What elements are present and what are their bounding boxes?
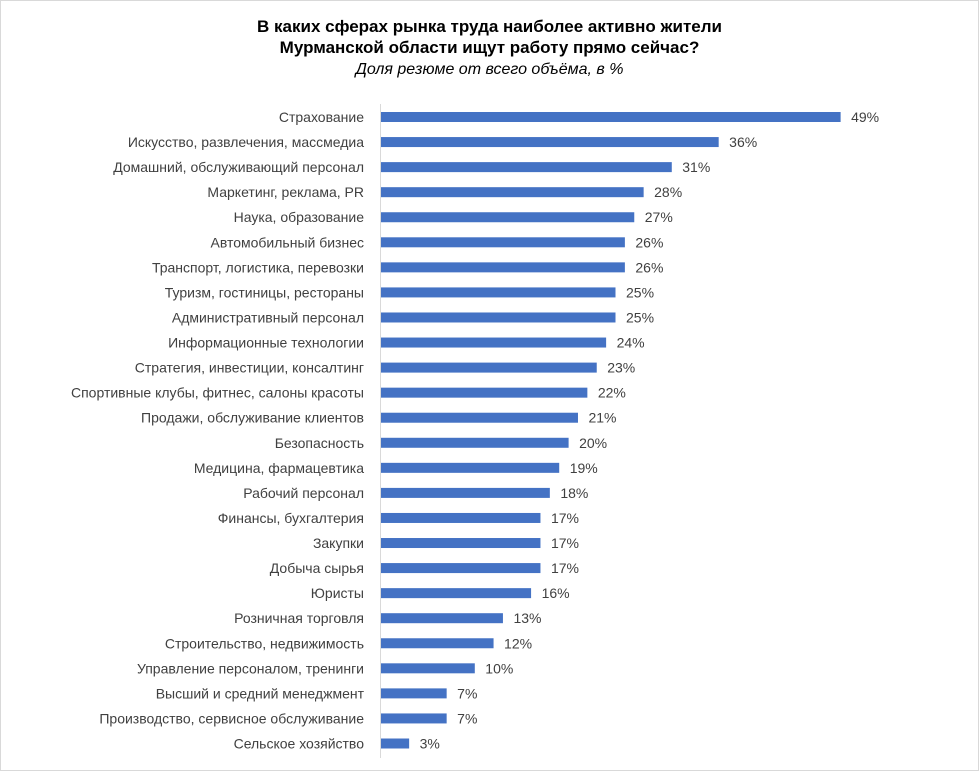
bar	[381, 287, 616, 298]
data-label: 27%	[645, 209, 673, 225]
category-label: Розничная торговля	[234, 610, 364, 626]
category-label: Добыча сырья	[270, 560, 364, 576]
category-label: Производство, сервисное обслуживание	[99, 710, 364, 726]
data-label: 23%	[607, 360, 635, 376]
category-label: Продажи, обслуживание клиентов	[141, 410, 364, 426]
data-label: 24%	[617, 335, 645, 351]
category-label: Спортивные клубы, фитнес, салоны красоты	[71, 385, 364, 401]
data-label: 22%	[598, 385, 626, 401]
category-label: Маркетинг, реклама, PR	[207, 184, 364, 200]
data-label: 17%	[551, 560, 579, 576]
category-label: Юристы	[311, 585, 364, 601]
bar	[381, 212, 635, 223]
data-label: 13%	[513, 610, 541, 626]
category-label: Управление персоналом, тренинги	[137, 660, 364, 676]
bar	[381, 487, 550, 498]
chart-subtitle: Доля резюме от всего объёма, в %	[355, 61, 624, 78]
chart-title-line-1: В каких сферах рынка труда наиболее акти…	[257, 17, 722, 36]
category-label: Безопасность	[275, 435, 364, 451]
bar	[381, 713, 447, 724]
data-label: 36%	[729, 134, 757, 150]
bar	[381, 187, 644, 198]
category-label: Автомобильный бизнес	[210, 234, 364, 250]
category-label: Медицина, фармацевтика	[194, 460, 364, 476]
bar	[381, 663, 475, 674]
data-label: 7%	[457, 710, 477, 726]
data-label: 21%	[588, 410, 616, 426]
data-label: 16%	[542, 585, 570, 601]
data-label: 26%	[635, 259, 663, 275]
bar	[381, 387, 588, 398]
bar	[381, 362, 597, 373]
data-label: 25%	[626, 309, 654, 325]
data-label: 17%	[551, 510, 579, 526]
bar	[381, 512, 541, 523]
bar	[381, 688, 447, 699]
bar	[381, 112, 841, 122]
bar	[381, 563, 541, 574]
bar	[381, 588, 532, 599]
data-label: 26%	[635, 234, 663, 250]
category-label: Высший и средний менеджмент	[156, 685, 365, 701]
bar	[381, 262, 625, 273]
category-label: Строительство, недвижимость	[165, 635, 364, 651]
data-label: 10%	[485, 660, 513, 676]
bar	[381, 437, 569, 448]
category-label: Наука, образование	[234, 209, 365, 225]
chart-title-block: В каких сферах рынка труда наиболее акти…	[0, 16, 979, 80]
bar	[381, 237, 625, 248]
data-label: 17%	[551, 535, 579, 551]
bar	[381, 462, 560, 473]
data-label: 3%	[420, 736, 440, 752]
category-label: Финансы, бухгалтерия	[218, 510, 364, 526]
category-label: Страхование	[279, 109, 364, 125]
chart-title-line-2: Мурманской области ищут работу прямо сей…	[279, 38, 700, 57]
data-label: 12%	[504, 635, 532, 651]
bar	[381, 412, 578, 423]
data-label: 20%	[579, 435, 607, 451]
category-label: Искусство, развлечения, массмедиа	[128, 134, 364, 150]
bar	[381, 538, 541, 549]
category-label: Закупки	[313, 535, 364, 551]
data-label: 49%	[851, 109, 879, 125]
bar	[381, 137, 719, 148]
bar	[381, 738, 410, 749]
category-label: Стратегия, инвестиции, консалтинг	[135, 360, 364, 376]
category-label: Транспорт, логистика, перевозки	[152, 259, 364, 275]
category-label: Административный персонал	[172, 309, 364, 325]
category-label: Информационные технологии	[168, 335, 364, 351]
data-label: 31%	[682, 159, 710, 175]
data-label: 25%	[626, 284, 654, 300]
category-label: Сельское хозяйство	[234, 736, 365, 752]
data-label: 19%	[570, 460, 598, 476]
category-label: Рабочий персонал	[243, 485, 364, 501]
bar	[381, 312, 616, 323]
category-label: Домашний, обслуживающий персонал	[113, 159, 364, 175]
bar	[381, 638, 494, 649]
bar	[381, 613, 503, 624]
data-label: 18%	[560, 485, 588, 501]
data-label: 28%	[654, 184, 682, 200]
bar	[381, 337, 607, 348]
category-label: Туризм, гостиницы, рестораны	[165, 284, 364, 300]
data-label: 7%	[457, 685, 477, 701]
bar	[381, 162, 672, 173]
